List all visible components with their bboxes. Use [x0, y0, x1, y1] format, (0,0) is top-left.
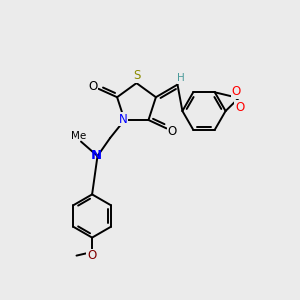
- Text: O: O: [88, 80, 98, 93]
- Text: O: O: [87, 249, 96, 262]
- Text: S: S: [134, 69, 141, 82]
- Text: H: H: [177, 73, 185, 83]
- Text: O: O: [235, 100, 244, 114]
- Text: O: O: [231, 85, 240, 98]
- Text: O: O: [167, 125, 176, 138]
- Text: Me: Me: [71, 131, 86, 141]
- Text: N: N: [118, 113, 127, 126]
- Text: N: N: [91, 149, 102, 162]
